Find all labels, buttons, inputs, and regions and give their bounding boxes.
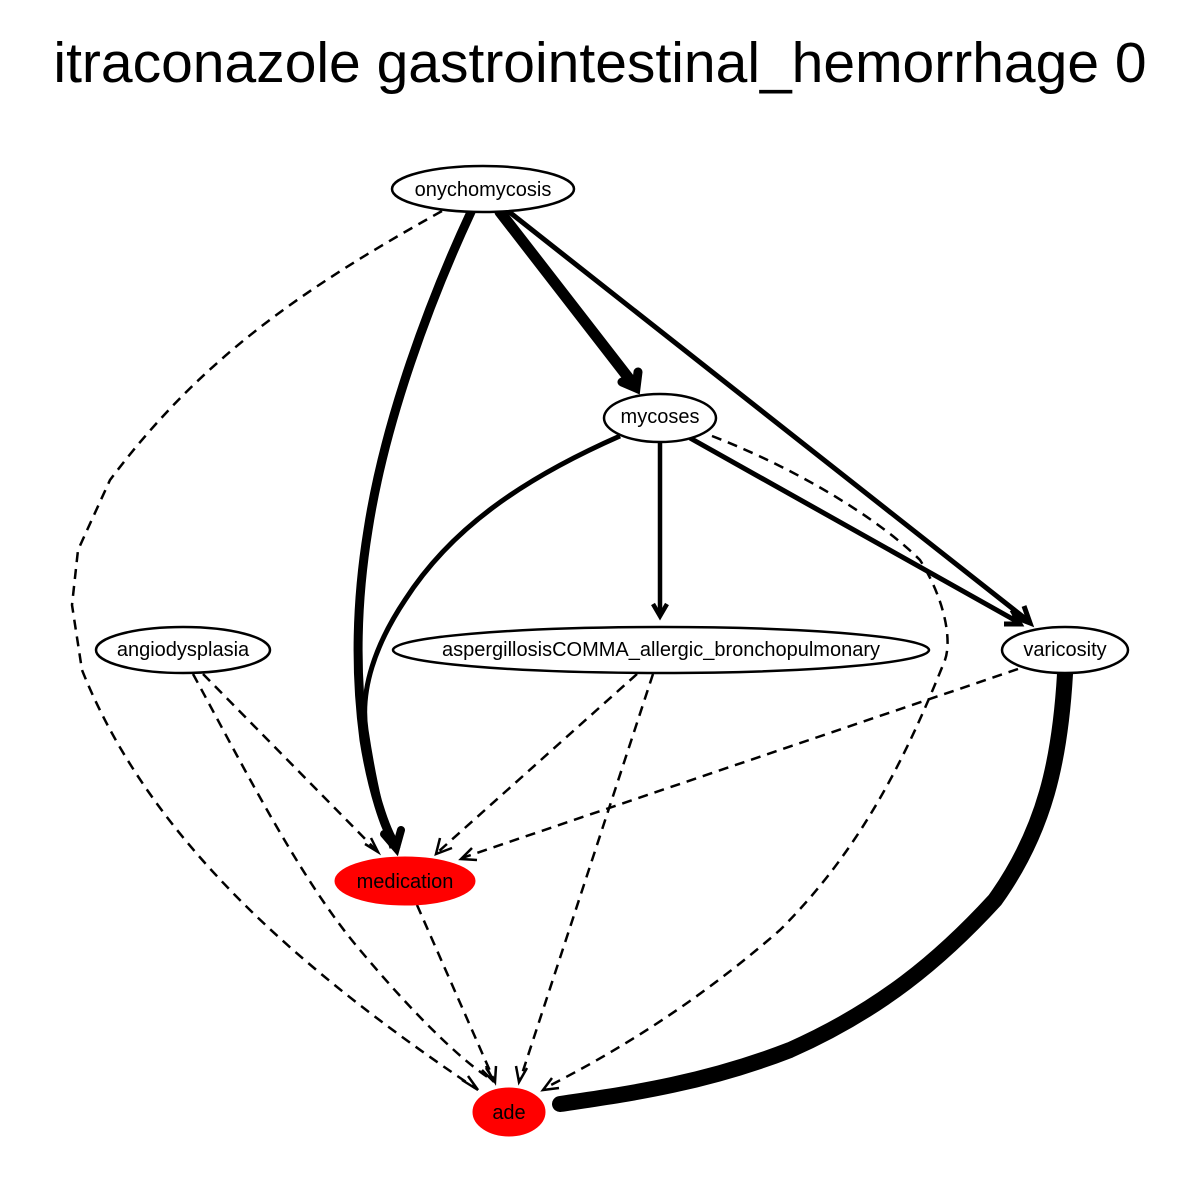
graph-title: itraconazole gastrointestinal_hemorrhage…	[53, 31, 1146, 95]
edge-onychomycosis-mycoses-head	[617, 367, 643, 395]
node-label-aspergillosis: aspergillosisCOMMA_allergic_bronchopulmo…	[442, 639, 880, 661]
edge-angiodysplasia-medication-head	[364, 837, 382, 856]
edge-onychomycosis-medication-head	[380, 826, 405, 857]
edge-medication-ade-head	[484, 1065, 498, 1086]
edge-onychomycosis-medication	[353, 207, 476, 851]
nodes-layer: onychomycosis mycoses angiodysplasia asp…	[94, 164, 1130, 1137]
edge-onychomycosis-ade	[70, 209, 476, 1090]
edge-varicosity-ade	[552, 666, 1073, 1112]
node-medication: medication	[334, 856, 476, 906]
edge-varicosity-medication-head	[458, 847, 478, 862]
edge-aspergillosis-medication	[437, 673, 638, 853]
edge-mycoses-aspergillosis-head	[651, 602, 669, 621]
edge-aspergillosis-medication-head	[434, 837, 453, 857]
node-label-onychomycosis: onychomycosis	[415, 179, 552, 201]
node-label-ade: ade	[492, 1102, 525, 1124]
edge-mycoses-varicosity-head	[1004, 608, 1025, 627]
edge-medication-ade	[415, 904, 496, 1081]
edge-mycoses-ade-head	[540, 1077, 560, 1092]
edge-onychomycosis-varicosity	[506, 209, 1029, 622]
node-label-medication: medication	[357, 871, 454, 893]
node-mycoses: mycoses	[602, 392, 718, 444]
node-label-varicosity: varicosity	[1023, 639, 1106, 661]
node-aspergillosis: aspergillosisCOMMA_allergic_bronchopulmo…	[391, 625, 931, 675]
edge-angiodysplasia-ade	[191, 673, 493, 1082]
node-label-angiodysplasia: angiodysplasia	[117, 639, 250, 661]
node-angiodysplasia: angiodysplasia	[94, 625, 272, 675]
node-varicosity: varicosity	[1000, 625, 1130, 675]
edge-aspergillosis-ade-head	[514, 1065, 529, 1086]
edge-mycoses-ade	[544, 434, 949, 1090]
edge-aspergillosis-ade	[518, 673, 655, 1081]
edge-onychomycosis-ade-head	[461, 1075, 480, 1092]
edge-angiodysplasia-medication	[202, 673, 376, 850]
edge-mycoses-varicosity	[688, 435, 1020, 625]
edge-onychomycosis-mycoses	[494, 206, 640, 391]
node-onychomycosis: onychomycosis	[390, 164, 576, 214]
node-label-mycoses: mycoses	[621, 406, 700, 428]
edges-layer	[70, 206, 1073, 1112]
edge-varicosity-medication	[461, 667, 1019, 860]
node-ade: ade	[472, 1087, 546, 1137]
